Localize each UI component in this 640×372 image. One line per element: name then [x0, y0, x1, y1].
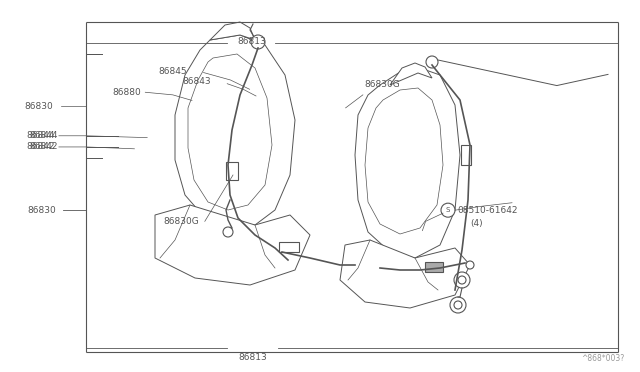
- Polygon shape: [175, 35, 295, 228]
- Text: 86842: 86842: [29, 142, 58, 151]
- Text: 86845: 86845: [159, 67, 188, 76]
- Circle shape: [454, 301, 462, 309]
- Text: 86844: 86844: [29, 131, 58, 140]
- Text: 86813: 86813: [237, 37, 266, 46]
- Text: S: S: [446, 207, 450, 213]
- Text: ^868*003?: ^868*003?: [580, 354, 624, 363]
- Text: 08510-61642: 08510-61642: [458, 206, 518, 215]
- Bar: [226, 162, 238, 180]
- Polygon shape: [340, 240, 470, 308]
- Circle shape: [251, 35, 265, 49]
- Circle shape: [450, 297, 466, 313]
- Text: 86813: 86813: [239, 353, 267, 362]
- Circle shape: [426, 56, 438, 68]
- Polygon shape: [355, 68, 460, 258]
- Circle shape: [466, 261, 474, 269]
- Text: (4): (4): [470, 219, 483, 228]
- Polygon shape: [390, 63, 432, 85]
- Circle shape: [458, 276, 466, 284]
- Text: 86842: 86842: [26, 142, 54, 151]
- Bar: [425, 262, 443, 272]
- Circle shape: [454, 272, 470, 288]
- Text: 86843: 86843: [182, 77, 211, 86]
- Text: 86830G: 86830G: [365, 80, 401, 89]
- Text: 86844: 86844: [26, 131, 54, 140]
- Text: 86830G: 86830G: [163, 217, 199, 226]
- Text: 86830: 86830: [28, 206, 56, 215]
- Polygon shape: [155, 205, 310, 285]
- Polygon shape: [210, 22, 255, 40]
- Circle shape: [441, 203, 455, 217]
- Bar: [279, 242, 299, 252]
- Text: 86830: 86830: [24, 102, 52, 110]
- Circle shape: [223, 227, 233, 237]
- Bar: [461, 145, 471, 165]
- Text: 86880: 86880: [112, 88, 141, 97]
